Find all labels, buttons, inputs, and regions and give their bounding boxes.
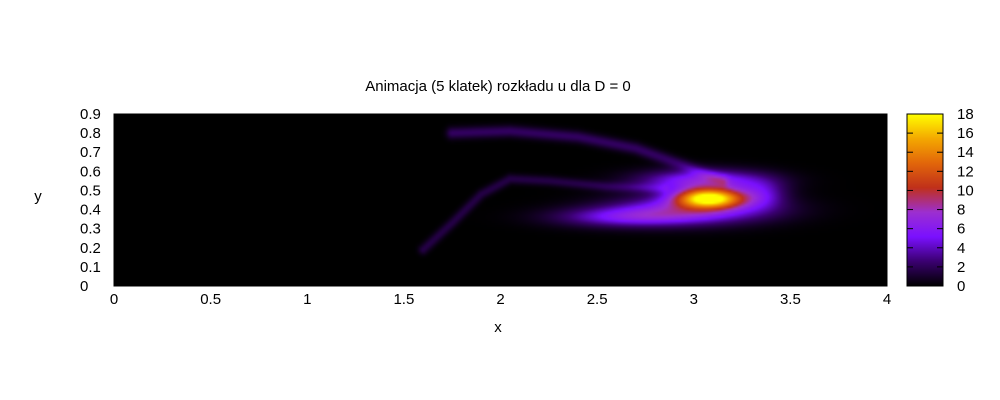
y-axis-label: y: [34, 188, 42, 205]
x-tick-label: 3.5: [780, 291, 801, 308]
y-axis-ticks: 0 0.1 0.2 0.3 0.4 0.5 0.6 0.7 0.8 0.9: [80, 106, 887, 295]
x-tick-label: 0.5: [200, 291, 221, 308]
colorbar-frame: [906, 113, 944, 287]
y-tick-label: 0.8: [80, 125, 101, 142]
y-tick-label: 0.5: [80, 182, 101, 199]
y-tick-label: 0: [80, 278, 88, 295]
colorbar-tick-label: 2: [957, 259, 965, 276]
x-tick-label: 2: [496, 291, 504, 308]
colorbar-tick-label: 0: [957, 278, 965, 295]
colorbar-ticks: 0 2 4 6 8 10 12 14 16 18: [907, 106, 974, 295]
y-tick-label: 0.4: [80, 202, 101, 219]
y-tick-label: 0.2: [80, 240, 101, 257]
x-tick-label: 2.5: [587, 291, 608, 308]
colorbar: 0 2 4 6 8 10 12 14 16 18: [906, 106, 974, 295]
colorbar-tick-label: 6: [957, 221, 965, 238]
y-tick-label: 0.1: [80, 259, 101, 276]
chart-title: Animacja (5 klatek) rozkładu u dla D = 0: [365, 78, 631, 95]
colorbar-tick-label: 4: [957, 240, 965, 257]
colorbar-tick-label: 8: [957, 202, 965, 219]
x-axis-ticks: 0 0.5 1 1.5 2 2.5 3 3.5 4: [110, 114, 891, 308]
x-tick-label: 0: [110, 291, 118, 308]
colorbar-tick-label: 14: [957, 144, 974, 161]
plot-area: [113, 113, 888, 287]
y-tick-label: 0.7: [80, 144, 101, 161]
x-tick-label: 4: [883, 291, 891, 308]
heatmap-image: [114, 114, 887, 286]
x-axis-label: x: [494, 319, 502, 336]
y-tick-label: 0.6: [80, 163, 101, 180]
colorbar-tick-label: 10: [957, 182, 974, 199]
colorbar-tick-label: 18: [957, 106, 974, 123]
y-tick-label: 0.9: [80, 106, 101, 123]
y-tick-label: 0.3: [80, 221, 101, 238]
x-tick-label: 3: [690, 291, 698, 308]
x-tick-label: 1.5: [393, 291, 414, 308]
colorbar-tick-label: 16: [957, 125, 974, 142]
colorbar-tick-label: 12: [957, 163, 974, 180]
colorbar-gradient: [907, 114, 943, 286]
x-tick-label: 1: [303, 291, 311, 308]
